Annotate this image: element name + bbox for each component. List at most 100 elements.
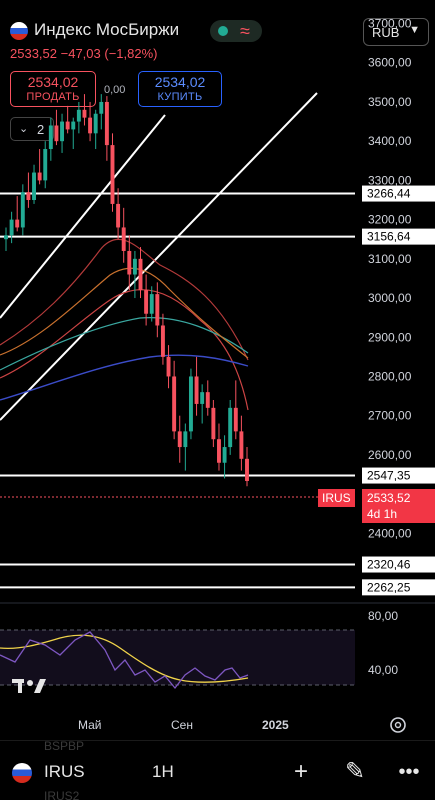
horizontal-level-tag [362,556,435,573]
trend-lines[interactable] [0,92,318,421]
candle-body [9,219,14,236]
price-axis-tick: 3300,00 [368,173,412,187]
horizontal-level-tag [362,579,435,596]
candle-body [93,113,98,134]
logo-part [18,679,22,693]
oscillator-signal-line [0,634,249,683]
sell-button[interactable]: 2534,02 ПРОДАТЬ [10,71,96,107]
trend-line[interactable] [0,92,318,421]
horizontal-level-tag [362,467,435,484]
moving-averages [0,238,249,411]
ma-line [0,317,249,371]
settings-gear-icon[interactable] [390,717,406,733]
price-axis-tick: 3400,00 [368,134,412,148]
candle-body [149,294,154,314]
price-axis[interactable]: 3700,00 3600,00 3500,00 3400,00 3300,00 3200,… [368,17,412,541]
candle-body [222,447,227,463]
price-axis-tick: 3200,00 [368,213,412,227]
horizontal-level-label: 2547,35 [367,469,411,483]
russia-flag-icon [12,763,32,783]
logo-part [34,679,46,693]
symbol-button[interactable]: IRUS [44,762,85,781]
oscillator-pane[interactable]: 80,00 40,00 [0,602,435,690]
buy-price: 2534,02 [154,74,206,90]
horizontal-level-label: 3156,64 [367,230,411,244]
horizontal-level-tag [362,228,435,245]
price-axis-tick: 2600,00 [368,448,412,462]
price-change-line: 2533,52 −47,03 (−1,82%) [10,46,158,61]
candle-body [60,121,65,142]
candle-body [211,407,216,440]
candle-body [217,439,221,463]
candle-body [54,125,59,142]
price-axis-tick: 2400,00 [368,526,412,540]
time-axis-label: Сен [171,718,193,732]
candle-body [43,149,48,181]
candle-body [183,431,188,448]
ma-line [0,289,249,411]
wave-icon: ≈ [240,21,250,41]
horizontal-level-label: 2262,25 [367,580,411,594]
candle-body [26,192,31,200]
price-chart[interactable]: 3266,44 3156,64 2547,35 2320,46 2262,25 3700… [0,0,435,740]
price-axis-tick: 2900,00 [368,330,412,344]
time-axis-label: Май [78,718,102,732]
chevron-down-icon: ⌄ [19,123,29,135]
candle-body [127,250,132,275]
indicators-count: 2 [37,122,45,137]
price-axis-tick: 2800,00 [368,369,412,383]
tradingview-logo[interactable] [12,679,46,693]
sell-label: ПРОДАТЬ [26,91,80,103]
buy-button[interactable]: 2534,02 КУПИТЬ [138,71,222,107]
oscillator-band [0,630,355,685]
pencil-icon[interactable]: ✎ [344,758,366,785]
time-axis-label: 2025 [262,718,289,732]
indicators-toggle-button[interactable]: ⌄ 2 [10,117,54,141]
oscillator-tick: 40,00 [368,663,398,677]
candle-body [37,172,42,181]
candle-body [121,227,126,251]
interval-button[interactable]: 1H [152,762,174,781]
candle-body [245,458,249,481]
horizontal-level-label: 3266,44 [367,187,411,201]
more-icon[interactable]: ••• [398,761,420,783]
candle-body [205,392,210,408]
candle-body [200,392,205,404]
symbol-title[interactable]: Индекс МосБиржи [34,20,180,39]
plus-icon[interactable]: + [293,758,308,785]
ma-line [0,267,249,359]
horizontal-level-label: 2320,46 [367,558,411,572]
candle-body [144,290,149,314]
last-price-label: 2533,52 [367,491,411,505]
candle-body [76,109,81,122]
sell-price: 2534,02 [27,74,79,90]
last-price-tag [362,489,435,523]
candle-body [104,101,109,146]
trend-line[interactable] [0,114,166,319]
candle-body [4,235,8,240]
price-axis-tick: 3500,00 [368,95,412,109]
candle-body [116,203,121,228]
chevron-down-icon: ▼ [409,24,420,36]
horizontal-levels[interactable]: 3266,44 3156,64 2547,35 2320,46 2262,25 [0,185,435,596]
symbol-tag [318,489,355,507]
candle-body [48,125,53,150]
watchlist-ghost-item: IRUS2 [44,789,80,800]
candle-body [65,121,70,130]
candle-body [155,294,160,326]
horizontal-level-tag [362,185,435,202]
logo-part [27,680,33,686]
symbol-tag-label: IRUS [322,491,351,505]
gear-hub [394,721,402,729]
chart-header: Индекс МосБиржи ≈ RUB ▼ 2533,52 −47,03 (… [0,0,435,141]
candle-body [172,376,177,432]
market-status-pill[interactable]: ≈ [210,20,262,42]
price-axis-tick: 3600,00 [368,56,412,70]
oscillator-line [0,631,249,690]
price-axis-tick: 3000,00 [368,291,412,305]
currency-select[interactable]: RUB ▼ [363,18,429,46]
bottom-toolbar: BSPBP IRUS 1H + ✎ ••• IRUS2 [0,739,435,800]
candle-body [177,431,182,448]
candle-body [20,192,25,228]
russia-flag-icon [10,22,28,40]
